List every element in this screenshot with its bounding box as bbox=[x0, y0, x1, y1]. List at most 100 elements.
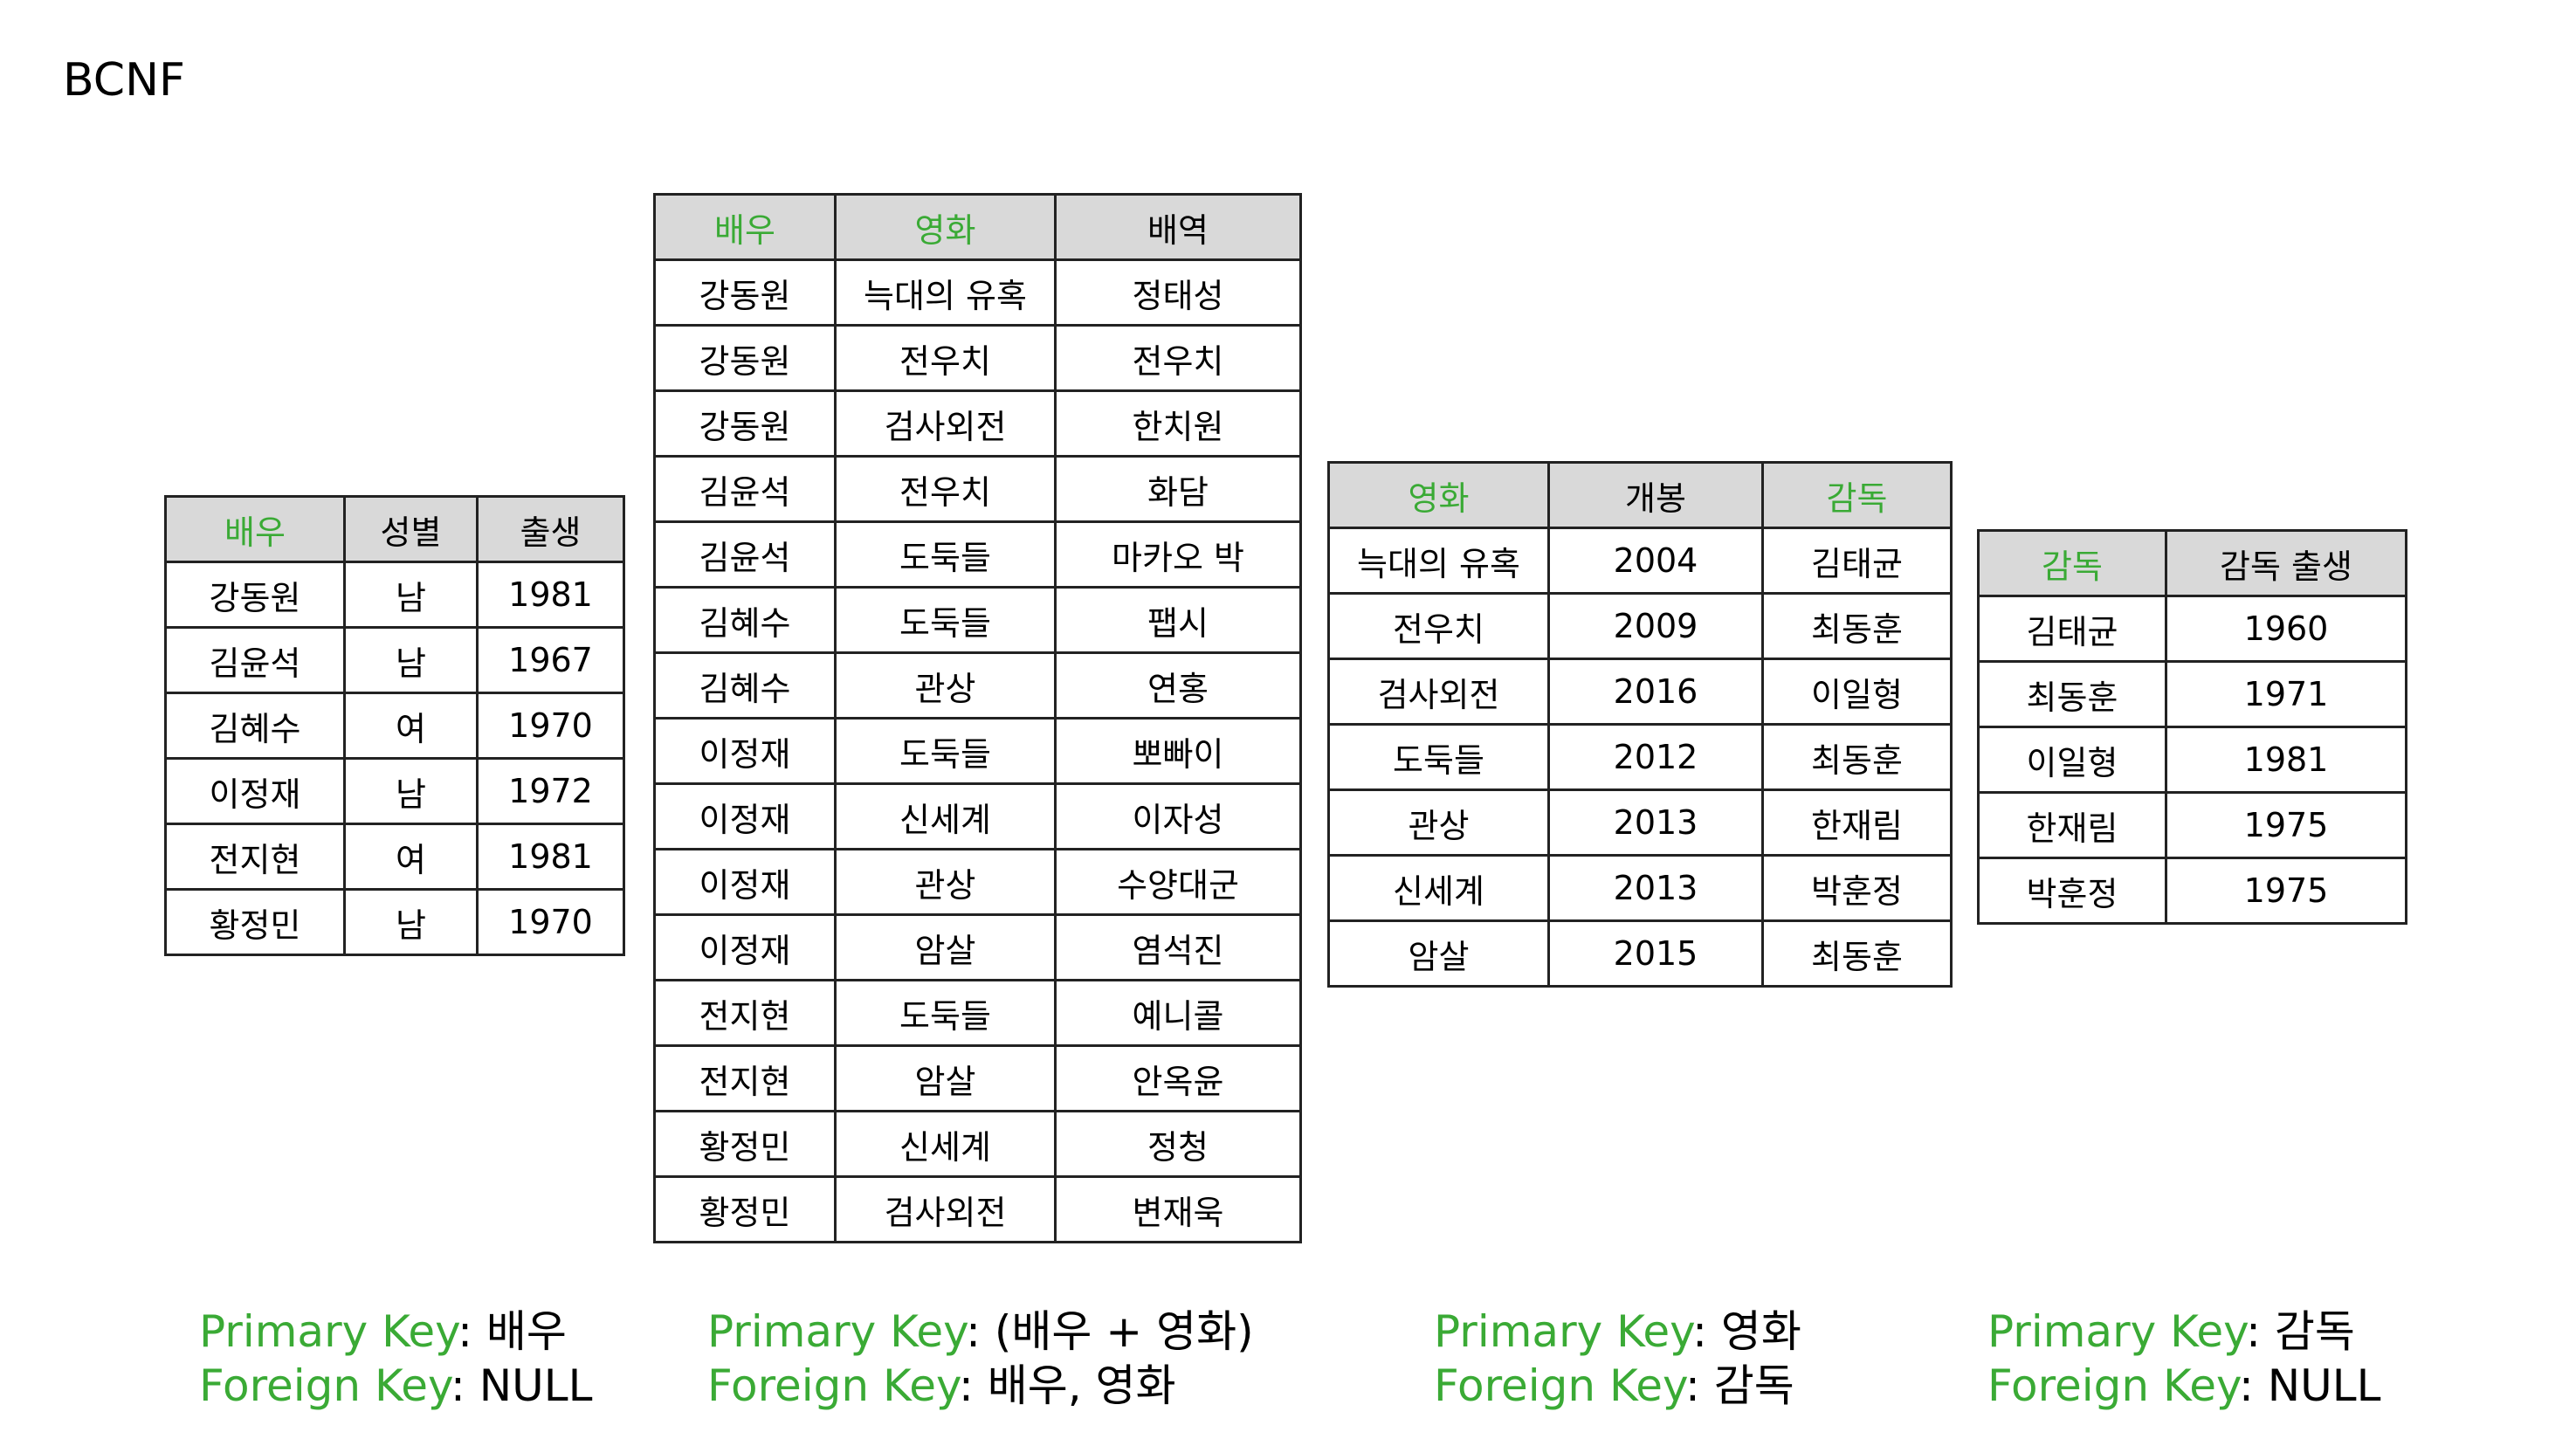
foreign-key-label: Foreign Key bbox=[707, 1360, 960, 1411]
cell: 한재림 bbox=[1761, 788, 1953, 857]
cell: 여 bbox=[343, 692, 479, 760]
cell: 검사외전 bbox=[834, 1175, 1057, 1243]
primary-key-value: 영화 bbox=[1720, 1306, 1801, 1357]
foreign-key-label: Foreign Key bbox=[1987, 1360, 2240, 1411]
header-row: 배우 성별 출생 bbox=[164, 495, 625, 563]
table-row: 이정재 관상 수양대군 bbox=[653, 848, 1302, 916]
primary-key-label: Primary Key bbox=[199, 1306, 458, 1357]
cell: 신세계 bbox=[1327, 854, 1550, 922]
cell: 김혜수 bbox=[164, 692, 346, 760]
cell: 김혜수 bbox=[653, 586, 837, 654]
foreign-key-value: 감독 bbox=[1713, 1360, 1794, 1411]
cast-table: 배우 영화 배역 강동원 늑대의 유혹 정태성 강동원 전우치 전우치 강동원 검사외전 한… bbox=[653, 193, 1302, 1243]
primary-key-label: Primary Key bbox=[1987, 1306, 2247, 1357]
separator: : bbox=[451, 1360, 479, 1411]
table-row: 이정재 암살 염석진 bbox=[653, 913, 1302, 981]
cell: 정청 bbox=[1054, 1110, 1302, 1178]
cell: 여 bbox=[343, 823, 479, 891]
cell: 신세계 bbox=[834, 782, 1057, 850]
cell: 1970 bbox=[476, 888, 625, 956]
table-row: 황정민 남 1970 bbox=[164, 888, 625, 956]
column-header-gender: 성별 bbox=[343, 495, 479, 563]
separator: : bbox=[1685, 1360, 1714, 1411]
actor-key-caption: Primary Key: 배우 Foreign Key: NULL bbox=[199, 1305, 592, 1413]
cell: 1971 bbox=[2165, 660, 2407, 728]
cell: 남 bbox=[343, 757, 479, 825]
foreign-key-line: Foreign Key: NULL bbox=[1987, 1359, 2380, 1413]
column-header-release: 개봉 bbox=[1547, 461, 1764, 529]
cell: 수양대군 bbox=[1054, 848, 1302, 916]
table-row: 황정민 신세계 정청 bbox=[653, 1110, 1302, 1178]
cell: 황정민 bbox=[653, 1175, 837, 1243]
cell: 1981 bbox=[2165, 726, 2407, 794]
cell: 염석진 bbox=[1054, 913, 1302, 981]
column-header-role: 배역 bbox=[1054, 193, 1302, 261]
cell: 검사외전 bbox=[1327, 658, 1550, 726]
column-header-director-birth: 감독 출생 bbox=[2165, 529, 2407, 597]
cell: 변재욱 bbox=[1054, 1175, 1302, 1243]
table-row: 도둑들 2012 최동훈 bbox=[1327, 723, 1953, 791]
table-row: 전우치 2009 최동훈 bbox=[1327, 592, 1953, 660]
separator: : bbox=[966, 1306, 995, 1357]
cell: 최동훈 bbox=[1761, 723, 1953, 791]
table-row: 늑대의 유혹 2004 김태균 bbox=[1327, 527, 1953, 595]
cell: 암살 bbox=[834, 1044, 1057, 1112]
cell: 최동훈 bbox=[1977, 660, 2167, 728]
table-row: 이정재 도둑들 뽀빠이 bbox=[653, 717, 1302, 785]
cell: 강동원 bbox=[653, 389, 837, 458]
foreign-key-label: Foreign Key bbox=[199, 1360, 451, 1411]
cell: 도둑들 bbox=[834, 717, 1057, 785]
cell: 이자성 bbox=[1054, 782, 1302, 850]
cell: 박훈정 bbox=[1977, 857, 2167, 925]
table-row: 강동원 늑대의 유혹 정태성 bbox=[653, 258, 1302, 327]
cell: 암살 bbox=[834, 913, 1057, 981]
cell: 남 bbox=[343, 888, 479, 956]
column-header-actor: 배우 bbox=[164, 495, 346, 563]
cell: 황정민 bbox=[164, 888, 346, 956]
cell: 강동원 bbox=[653, 324, 837, 392]
column-header-movie: 영화 bbox=[834, 193, 1057, 261]
director-key-caption: Primary Key: 감독 Foreign Key: NULL bbox=[1987, 1305, 2380, 1413]
table-row: 김태균 1960 bbox=[1977, 595, 2407, 663]
cell: 이정재 bbox=[653, 848, 837, 916]
cell: 예니콜 bbox=[1054, 979, 1302, 1047]
table-row: 전지현 암살 안옥윤 bbox=[653, 1044, 1302, 1112]
cell: 황정민 bbox=[653, 1110, 837, 1178]
table-row: 전지현 여 1981 bbox=[164, 823, 625, 891]
column-header-actor: 배우 bbox=[653, 193, 837, 261]
cell: 전우치 bbox=[834, 455, 1057, 523]
table-row: 이일형 1981 bbox=[1977, 726, 2407, 794]
cell: 도둑들 bbox=[834, 979, 1057, 1047]
table-row: 김윤석 남 1967 bbox=[164, 626, 625, 694]
cell: 암살 bbox=[1327, 919, 1550, 988]
cell: 강동원 bbox=[653, 258, 837, 327]
cell: 남 bbox=[343, 626, 479, 694]
cell: 전우치 bbox=[1327, 592, 1550, 660]
table-row: 최동훈 1971 bbox=[1977, 660, 2407, 728]
cell: 김혜수 bbox=[653, 651, 837, 720]
cell: 1960 bbox=[2165, 595, 2407, 663]
cell: 뽀빠이 bbox=[1054, 717, 1302, 785]
cell: 2015 bbox=[1547, 919, 1764, 988]
cell: 정태성 bbox=[1054, 258, 1302, 327]
table-row: 강동원 전우치 전우치 bbox=[653, 324, 1302, 392]
foreign-key-value: 배우, 영화 bbox=[987, 1360, 1176, 1411]
cell: 전우치 bbox=[834, 324, 1057, 392]
cell: 마카오 박 bbox=[1054, 520, 1302, 589]
cell: 1967 bbox=[476, 626, 625, 694]
cell: 안옥윤 bbox=[1054, 1044, 1302, 1112]
foreign-key-line: Foreign Key: NULL bbox=[199, 1359, 592, 1413]
cell: 2009 bbox=[1547, 592, 1764, 660]
cell: 2004 bbox=[1547, 527, 1764, 595]
cell: 김윤석 bbox=[164, 626, 346, 694]
column-header-movie: 영화 bbox=[1327, 461, 1550, 529]
cell: 강동원 bbox=[164, 561, 346, 629]
separator: : bbox=[2246, 1306, 2275, 1357]
cell: 관상 bbox=[834, 848, 1057, 916]
cell: 1981 bbox=[476, 561, 625, 629]
page-title: BCNF bbox=[63, 54, 185, 107]
cell: 1970 bbox=[476, 692, 625, 760]
column-header-director: 감독 bbox=[1977, 529, 2167, 597]
foreign-key-line: Foreign Key: 감독 bbox=[1434, 1359, 1801, 1413]
cell: 2012 bbox=[1547, 723, 1764, 791]
